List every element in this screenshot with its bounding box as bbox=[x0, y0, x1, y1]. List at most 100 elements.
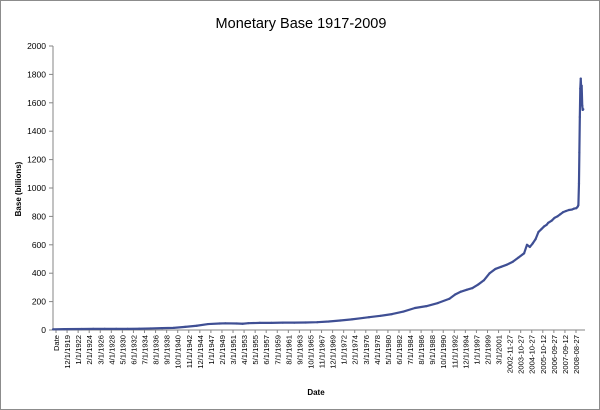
data-point bbox=[126, 327, 129, 330]
y-tick-label: 800 bbox=[32, 211, 46, 221]
data-point bbox=[63, 328, 66, 331]
x-tick-label: 4/1/1953 bbox=[240, 335, 249, 365]
x-tick-label: 1/1/1972 bbox=[340, 335, 349, 365]
x-tick-label: 1/1/1997 bbox=[472, 335, 481, 365]
data-point bbox=[281, 321, 284, 324]
data-point bbox=[413, 306, 417, 310]
data-point bbox=[92, 327, 95, 330]
data-point bbox=[543, 225, 546, 228]
data-point bbox=[454, 293, 457, 296]
data-point bbox=[367, 316, 371, 319]
x-tick-label: 5/1/1955 bbox=[251, 335, 260, 365]
data-point bbox=[390, 313, 394, 316]
x-tick-label: 9/1/1988 bbox=[428, 335, 437, 365]
data-point bbox=[235, 322, 238, 325]
data-point bbox=[224, 322, 227, 325]
data-point bbox=[575, 207, 578, 210]
data-point bbox=[149, 327, 152, 330]
data-point bbox=[80, 327, 83, 331]
data-point bbox=[580, 87, 583, 90]
data-point bbox=[582, 108, 585, 111]
x-tick-label: 2006-09-27 bbox=[550, 335, 559, 374]
data-point bbox=[567, 208, 571, 212]
y-tick-label: 200 bbox=[32, 297, 46, 307]
x-tick-label: 8/1/1961 bbox=[284, 335, 293, 365]
data-point bbox=[51, 328, 55, 331]
data-point bbox=[436, 301, 440, 305]
data-point bbox=[195, 324, 198, 327]
x-tick-label: 3/1/2001 bbox=[495, 335, 504, 365]
x-tick-label: 2/1/1949 bbox=[218, 335, 227, 365]
data-point bbox=[138, 327, 141, 330]
data-point bbox=[559, 213, 562, 216]
x-tick-label: 9/1/1938 bbox=[163, 335, 172, 365]
y-axis-title: Base (billions) bbox=[14, 161, 23, 216]
x-tick-label: 3/1/1951 bbox=[229, 335, 238, 365]
data-point bbox=[115, 327, 118, 330]
x-tick-label: 12/1/1944 bbox=[196, 335, 205, 369]
plot-area bbox=[51, 77, 585, 331]
data-point bbox=[517, 256, 520, 259]
data-point bbox=[327, 320, 330, 323]
data-point bbox=[218, 322, 221, 325]
data-point bbox=[511, 260, 514, 263]
data-point bbox=[103, 327, 106, 330]
data-point bbox=[547, 221, 550, 224]
data-point bbox=[570, 208, 573, 211]
data-point bbox=[488, 272, 491, 275]
x-tick-label: 6/1/1932 bbox=[129, 335, 138, 365]
x-tick-label: 5/1/1980 bbox=[384, 335, 393, 365]
data-point bbox=[580, 84, 583, 87]
x-tick-label: 2005-10-12 bbox=[539, 335, 548, 374]
data-point bbox=[339, 319, 342, 322]
x-tick-label: 12/1/1994 bbox=[461, 335, 470, 369]
x-axis: Date 12/1/1919 1/1/1922 2/1/1924 3/1/1926 4/1… bbox=[52, 329, 585, 374]
x-tick-label: 1/1/1922 bbox=[74, 335, 83, 365]
x-tick-label: 12/1/1919 bbox=[63, 335, 72, 369]
x-tick-label: 7/1/1959 bbox=[273, 335, 282, 365]
x-tick-label: 8/1/1986 bbox=[417, 335, 426, 365]
data-point bbox=[425, 305, 428, 308]
data-point bbox=[465, 288, 468, 291]
data-point bbox=[572, 207, 576, 210]
x-tick-label: 11/1/1967 bbox=[318, 335, 327, 368]
x-tick-label: 2/1/1999 bbox=[483, 335, 492, 365]
data-point bbox=[304, 321, 307, 324]
x-tick-label: 2003-10-27 bbox=[517, 335, 526, 374]
data-point bbox=[448, 297, 451, 300]
y-tick-label: 1800 bbox=[27, 69, 46, 79]
y-tick-label: 2000 bbox=[27, 41, 46, 51]
y-tick-label: 1400 bbox=[27, 126, 46, 136]
data-point bbox=[564, 209, 568, 213]
data-point bbox=[316, 321, 319, 324]
y-tick-label: 1600 bbox=[27, 98, 46, 108]
chart-title: Monetary Base 1917-2009 bbox=[216, 16, 387, 32]
x-tick-label: 7/1/1984 bbox=[406, 335, 415, 365]
x-tick-label: 10/1/1965 bbox=[306, 335, 315, 369]
x-tick-label: Date bbox=[52, 335, 61, 351]
data-point bbox=[362, 316, 365, 320]
data-point bbox=[577, 182, 581, 185]
data-point bbox=[293, 321, 296, 324]
data-point bbox=[184, 325, 187, 328]
x-tick-label: 2007-09-12 bbox=[561, 335, 570, 374]
data-point bbox=[161, 327, 164, 330]
x-tick-label: 4/1/1928 bbox=[107, 335, 116, 365]
y-tick-label: 600 bbox=[32, 240, 46, 250]
x-tick-label: 2004-10-27 bbox=[528, 335, 537, 374]
data-point bbox=[577, 203, 580, 207]
data-point bbox=[270, 321, 273, 324]
x-tick-label: 11/1/1942 bbox=[185, 335, 194, 368]
data-point bbox=[505, 263, 508, 266]
data-point bbox=[258, 321, 261, 324]
x-tick-label: 10/1/1940 bbox=[174, 335, 183, 369]
data-point bbox=[379, 314, 382, 317]
x-tick-label: 2008-08-27 bbox=[572, 335, 581, 374]
data-point bbox=[523, 252, 526, 255]
data-point bbox=[550, 219, 553, 222]
series-line bbox=[52, 77, 585, 331]
data-point bbox=[545, 223, 548, 227]
data-point bbox=[471, 287, 474, 290]
x-tick-label: 2/1/1974 bbox=[351, 335, 360, 365]
